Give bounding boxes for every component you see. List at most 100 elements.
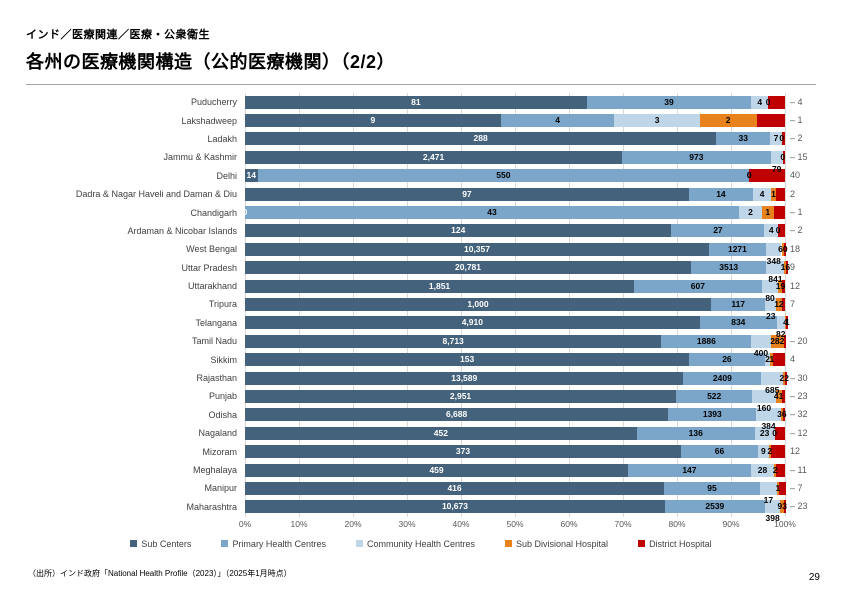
segment-value-label: 607	[690, 280, 705, 291]
segment-sub-centers	[245, 408, 669, 422]
right-value-label: – 23	[790, 390, 808, 401]
segment-value-label: 0	[765, 96, 771, 107]
x-tick: 100%	[774, 518, 796, 529]
state-label: Uttar Pradesh	[181, 262, 237, 273]
segment-community-health-centres	[752, 187, 772, 201]
segment-value-label: 373	[455, 446, 471, 457]
segment-value-label: 14	[716, 188, 726, 199]
segment-sub-centers	[245, 371, 684, 385]
segment-value-label: 2	[767, 446, 773, 457]
segment-primary-health-centres	[586, 95, 752, 109]
table-row: Nagaland 452 136 23 0 – 12	[0, 424, 842, 442]
segment-value-label: 124	[451, 225, 466, 236]
segment-value-label: 282	[770, 335, 785, 346]
segment-district-hospital	[784, 242, 787, 256]
x-tick: 80%	[668, 518, 686, 529]
segment-sub-centers	[245, 242, 709, 256]
segment-community-health-centres	[764, 500, 781, 514]
bar-track: 6,688 1393 384 36– 32	[245, 408, 808, 431]
segment-district-hospital	[784, 334, 786, 348]
segment-primary-health-centres	[628, 463, 751, 477]
segment-sub-divisional-hospital	[771, 187, 776, 201]
state-label: Lakshadweep	[181, 115, 237, 126]
segment-value-label: 16	[780, 262, 791, 273]
segment-sub-divisional-hospital	[776, 481, 779, 495]
segment-value-label: 26	[722, 354, 732, 365]
segment-value-label: 1	[771, 188, 776, 199]
segment-sub-divisional-hospital	[774, 463, 777, 477]
bar-track: 2,471 973 79 0 – 15	[245, 150, 808, 173]
state-label: Sikkim	[210, 354, 238, 365]
segment-district-hospital	[786, 316, 789, 330]
segment-value-label: 12	[774, 298, 784, 309]
segment-community-health-centres	[759, 481, 777, 495]
segment-value-label: 39	[664, 96, 674, 107]
segment-district-hospital	[776, 463, 786, 477]
segment-value-label: 4	[757, 96, 763, 107]
segment-primary-health-centres	[691, 261, 767, 275]
segment-value-label: 20,781	[455, 262, 481, 273]
segment-sub-divisional-hospital	[768, 445, 771, 459]
segment-sub-centers	[245, 169, 258, 183]
segment-primary-health-centres	[668, 408, 757, 422]
segment-value-label: 4,910	[461, 317, 483, 328]
bar-track: 1,851 607 80 19 12	[245, 279, 800, 302]
segment-value-label: 80	[765, 292, 775, 303]
segment-district-hospital	[778, 224, 785, 238]
segment-value-label: 2	[772, 464, 778, 475]
right-value-label: – 11	[790, 464, 807, 475]
state-label: Mizoram	[202, 446, 237, 457]
state-label: Telangana	[195, 317, 237, 328]
state-label: Uttarakhand	[187, 281, 237, 292]
segment-community-health-centres	[751, 334, 771, 348]
segment-value-label: 97	[462, 188, 472, 199]
table-row: Meghalaya 459 147 28 2 – 11	[0, 461, 842, 479]
right-value-label: – 12	[790, 427, 808, 438]
source-note: （出所）インド政府「National Health Profile（2023）」…	[28, 569, 292, 578]
segment-value-label: 13,589	[451, 372, 478, 383]
segment-community-health-centres	[756, 408, 781, 422]
state-label: Ardaman & Nicobar Islands	[127, 225, 237, 236]
segment-value-label: 841	[768, 274, 783, 285]
bar-track: 373 66 9 2 12	[245, 445, 800, 459]
x-tick: 10%	[290, 518, 308, 529]
segment-primary-health-centres	[664, 500, 765, 514]
x-tick: 70%	[614, 518, 632, 529]
segment-sub-centers	[245, 316, 700, 330]
legend-label: District Hospital	[649, 538, 712, 549]
segment-district-hospital	[784, 500, 786, 514]
segment-sub-divisional-hospital	[770, 353, 774, 367]
legend-label: Sub Centers	[141, 538, 192, 549]
segment-sub-centers	[245, 297, 711, 311]
legend-item-sub-divisional-hospital: Sub Divisional Hospital	[505, 539, 608, 549]
state-label: Punjab	[208, 391, 237, 402]
segment-value-label: 19	[775, 280, 786, 291]
segment-value-label: 459	[429, 464, 444, 475]
state-label: Meghalaya	[192, 465, 237, 475]
segment-value-label: 1	[765, 207, 771, 218]
segment-value-label: 4	[759, 188, 765, 199]
right-value-label: 9	[790, 262, 796, 273]
segment-value-label: 117	[731, 298, 746, 309]
title-divider	[26, 84, 816, 85]
x-tick: 30%	[398, 518, 416, 529]
legend-item-district-hospital: District Hospital	[638, 539, 712, 549]
segment-primary-health-centres	[710, 297, 766, 311]
table-row: Rajasthan 13,589 2409 685 22– 30	[0, 369, 842, 394]
segment-community-health-centres	[770, 132, 782, 146]
segment-value-label: 1393	[702, 409, 722, 420]
segment-community-health-centres	[750, 463, 775, 477]
right-value-label: 12	[790, 446, 801, 457]
bar-track: 459 147 28 2 – 11	[245, 463, 807, 477]
x-tick: 90%	[722, 518, 740, 529]
segment-sub-divisional-hospital	[762, 206, 774, 220]
segment-value-label: 0	[780, 151, 786, 162]
segment-value-label: 81	[411, 96, 421, 107]
table-row: Ardaman & Nicobar Islands 124 27 4 0 – 2	[0, 222, 842, 240]
segment-community-health-centres	[766, 261, 785, 275]
segment-community-health-centres	[758, 445, 769, 459]
state-label: Ladakh	[207, 133, 237, 144]
segment-value-label: 60	[778, 243, 788, 254]
segment-value-label: 22	[779, 372, 789, 383]
segment-value-label: 3	[654, 115, 660, 126]
